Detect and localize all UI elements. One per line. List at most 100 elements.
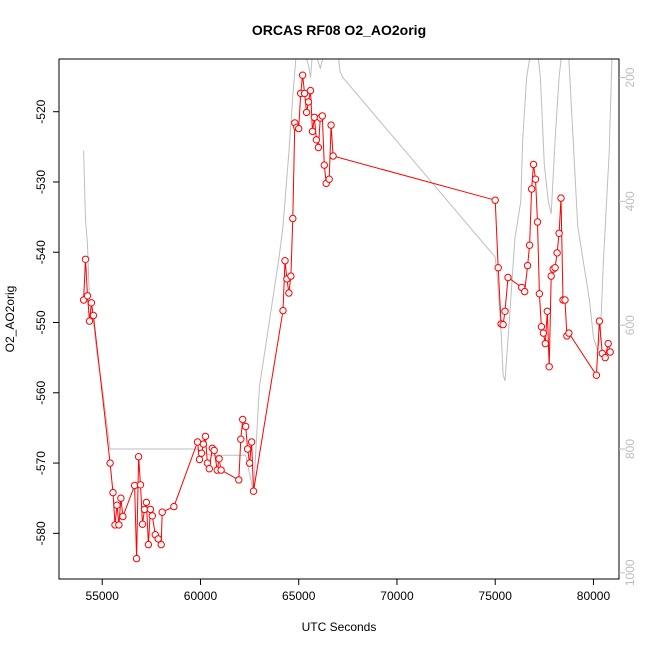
- data-point: [215, 455, 223, 463]
- x-axis-label: UTC Seconds: [302, 620, 377, 634]
- data-point: [501, 307, 509, 315]
- data-point: [136, 481, 145, 489]
- data-point: [557, 194, 565, 202]
- data-point: [197, 449, 206, 457]
- y2-tick-label: 600: [623, 315, 637, 335]
- data-point: [527, 185, 536, 193]
- chart-title: ORCAS RF08 O2_AO2orig: [252, 22, 426, 38]
- data-point: [81, 255, 90, 263]
- x-tick-label: 65000: [282, 589, 316, 603]
- data-point: [115, 521, 123, 529]
- secondary-series-line: [83, 59, 613, 493]
- data-point: [314, 143, 323, 152]
- data-point: [302, 108, 311, 117]
- data-point: [565, 329, 573, 337]
- data-point: [494, 264, 502, 272]
- data-point: [239, 415, 247, 424]
- data-point: [119, 512, 127, 521]
- x-axis: 55000 60000 65000 70000 75000 80000: [86, 579, 611, 603]
- data-point: [537, 323, 546, 331]
- data-point: [199, 440, 208, 448]
- data-point: [553, 249, 561, 257]
- data-point: [533, 218, 542, 226]
- data-point: [304, 98, 313, 106]
- y2-tick-label: 200: [623, 67, 637, 87]
- data-point: [134, 453, 143, 461]
- data-point: [325, 175, 333, 183]
- data-point: [157, 540, 165, 549]
- data-point: [551, 264, 559, 272]
- data-point: [504, 273, 512, 282]
- y-tick-label: -520: [34, 99, 48, 123]
- data-point: [535, 290, 544, 298]
- data-point: [318, 112, 326, 120]
- data-point: [561, 296, 569, 304]
- data-point: [300, 89, 309, 98]
- primary-series: [79, 71, 614, 563]
- data-point: [109, 488, 117, 497]
- y-tick-label: -530: [34, 170, 48, 194]
- data-point: [547, 272, 555, 280]
- data-point: [242, 422, 250, 431]
- data-point: [205, 465, 214, 473]
- y-tick-label: -540: [34, 240, 48, 264]
- secondary-y-axis: 200 400 600 800 1000: [619, 67, 637, 586]
- data-point: [308, 127, 317, 136]
- data-point: [158, 508, 166, 516]
- data-point: [245, 459, 254, 467]
- data-point: [545, 363, 553, 371]
- data-point: [604, 339, 612, 348]
- data-point: [491, 196, 499, 204]
- data-point: [130, 481, 139, 490]
- data-point: [287, 272, 295, 280]
- data-point: [289, 214, 297, 223]
- data-point: [295, 124, 303, 133]
- y2-tick-label: 400: [623, 191, 637, 211]
- data-point: [279, 306, 287, 315]
- x-tick-label: 55000: [86, 589, 120, 603]
- data-point: [235, 476, 243, 484]
- data-point: [539, 329, 548, 337]
- y2-tick-label: 1000: [623, 559, 637, 586]
- data-point: [142, 498, 151, 507]
- data-point: [521, 287, 529, 296]
- data-point: [217, 466, 225, 474]
- data-point: [85, 317, 94, 325]
- data-point: [87, 299, 96, 307]
- data-point: [310, 113, 319, 122]
- x-tick-label: 75000: [479, 589, 513, 603]
- x-tick-label: 60000: [184, 589, 218, 603]
- secondary-series: [83, 59, 613, 493]
- data-point: [144, 540, 153, 549]
- data-point: [148, 512, 157, 520]
- data-point: [106, 459, 114, 467]
- y-tick-label: -550: [34, 310, 48, 334]
- data-point: [132, 554, 141, 563]
- data-point: [595, 317, 604, 325]
- data-point: [83, 292, 92, 300]
- data-point: [243, 445, 252, 453]
- y-tick-label: -580: [34, 521, 48, 545]
- x-tick-label: 70000: [380, 589, 414, 603]
- data-point: [298, 71, 307, 79]
- data-point: [154, 535, 162, 543]
- data-point: [89, 311, 98, 320]
- data-point: [531, 175, 540, 183]
- data-point: [195, 455, 204, 464]
- data-point: [592, 371, 601, 379]
- data-point: [237, 435, 245, 443]
- data-point: [329, 152, 337, 160]
- data-point: [247, 438, 256, 446]
- data-point: [113, 501, 121, 509]
- data-point: [312, 136, 321, 144]
- data-point: [541, 339, 549, 348]
- x-tick-label: 80000: [577, 589, 611, 603]
- data-point: [523, 261, 532, 270]
- data-point: [281, 257, 289, 265]
- data-point: [499, 320, 507, 329]
- primary-series-line: [83, 75, 611, 559]
- data-point: [543, 307, 551, 315]
- data-point: [606, 348, 614, 356]
- data-point: [170, 502, 178, 511]
